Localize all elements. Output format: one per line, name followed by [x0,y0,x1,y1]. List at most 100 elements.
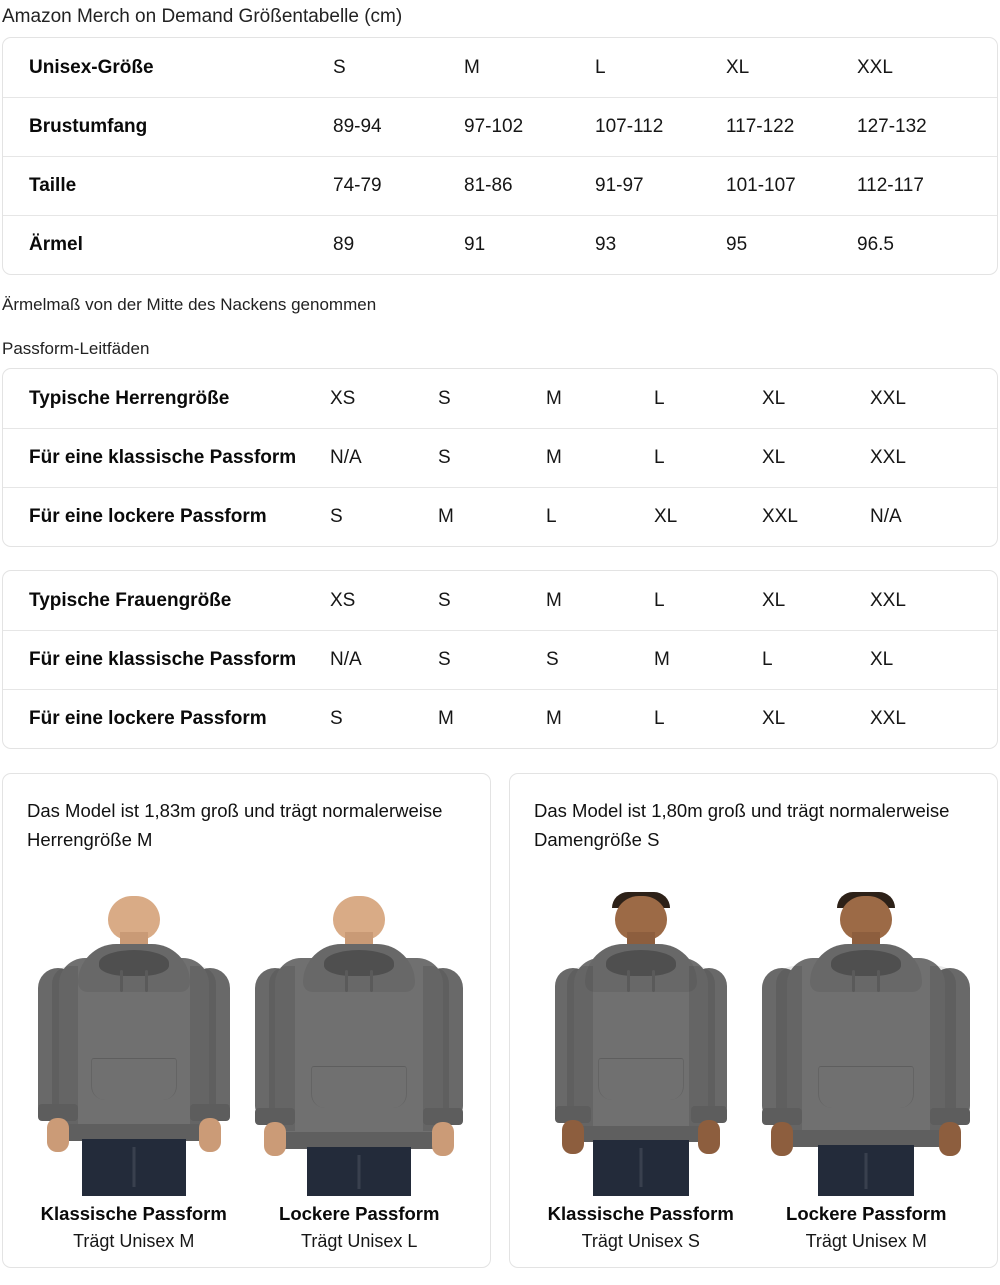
fit-label: Klassische Passform [547,1203,734,1224]
cell: M [546,387,562,409]
figure-column [528,892,754,1196]
cell: XL [654,506,678,527]
fit-label: Lockere Passform [786,1203,947,1224]
female-model-classic-fit-hoodie-image [541,892,741,1196]
jeans [818,1145,915,1196]
cell: L [654,708,665,729]
hand-left [46,1118,69,1152]
kangaroo-pocket [90,1058,177,1100]
row-label: Typische Herrengröße [29,387,230,409]
drawstring-left [852,970,856,992]
cell: 107-112 [595,116,664,137]
caption-column: Klassische Passform Trägt Unisex M [21,1200,247,1255]
drawstring-left [345,970,349,992]
cell: M [654,649,670,670]
cell: 89 [333,234,355,255]
cell: S [438,589,451,611]
fit-label: Lockere Passform [279,1203,440,1224]
hand-left [771,1122,794,1156]
unisex-size-table: Unisex-Größe S M L XL XXL Brustumfang 89… [2,37,998,275]
cell: XS [330,387,356,409]
wears-label: Trägt Unisex S [581,1231,700,1251]
drawstring-right [144,970,148,992]
cell: XL [762,387,786,409]
drawstring-right [877,970,881,992]
cell: S [438,649,451,670]
cell: XXL [762,506,798,527]
wears-label: Trägt Unisex M [805,1231,927,1251]
row-label: Typische Frauengröße [29,589,232,611]
table-row: Für eine klassische Passform N/A S S M L… [3,630,997,689]
caption-column: Lockere Passform Trägt Unisex M [754,1200,980,1255]
figure-column [21,896,247,1196]
cell: 81-86 [464,175,513,196]
model-cards: Das Model ist 1,83m groß und trägt norma… [2,773,998,1268]
drawstring-left [626,970,630,992]
cell: XXL [870,708,906,729]
drawstring-left [119,970,123,992]
table-row: Taille 74-79 81-86 91-97 101-107 112-117 [3,156,997,215]
figure-column [247,896,473,1196]
male-model-classic-fit-hoodie-image [34,896,234,1196]
mens-fit-table: Typische Herrengröße XS S M L XL XXL Für… [2,368,998,547]
cuff-left [554,1106,591,1123]
hem-band [573,1126,708,1142]
jeans-fly [132,1147,136,1187]
cell: 117-122 [726,116,795,137]
cell: M [546,708,562,729]
wears-label: Trägt Unisex M [73,1231,195,1251]
hand-right [939,1122,962,1156]
female-model-heading: Das Model ist 1,80m groß und trägt norma… [534,800,950,850]
cell: M [464,56,480,78]
cell: L [654,447,665,468]
cell: XS [330,589,356,611]
fit-guides-title: Passform-Leitfäden [2,339,150,358]
womens-fit-table: Typische Frauengröße XS S M L XL XXL Für… [2,570,998,749]
row-label: Taille [29,175,77,196]
jeans [592,1140,689,1196]
male-model-figures [21,860,472,1196]
cell: XL [762,589,786,611]
figure-column [754,892,980,1196]
cell: 93 [595,234,617,255]
table-row: Für eine lockere Passform S M M L XL XXL [3,689,997,748]
cell: M [546,589,562,611]
table-row: Unisex-Größe S M L XL XXL [3,38,997,97]
kangaroo-pocket [597,1058,684,1100]
cell: M [438,506,454,527]
cell: N/A [870,506,902,527]
cell: 91-97 [595,175,644,196]
cell: XL [762,447,786,468]
hem-band [275,1132,444,1149]
row-label: Unisex-Größe [29,56,154,78]
jeans-fly [357,1155,361,1190]
cell: 74-79 [333,175,382,196]
table-row: Für eine klassische Passform N/A S M L X… [3,428,997,487]
female-model-loose-fit-hoodie-image [762,892,971,1196]
cell: 95 [726,234,748,255]
male-model-loose-fit-hoodie-image [255,896,464,1196]
hood-opening [98,950,169,976]
cell: S [333,56,346,78]
cell: XXL [870,447,906,468]
jeans-fly [639,1148,643,1188]
cell: M [438,708,454,729]
fit-label: Klassische Passform [40,1203,227,1224]
wears-label: Trägt Unisex L [301,1231,418,1251]
hem-band [58,1124,209,1141]
shading-left [776,966,803,1131]
cell: XL [726,56,750,78]
row-label: Für eine klassische Passform [29,447,297,468]
shading-right [688,966,715,1131]
female-model-card: Das Model ist 1,80m groß und trägt norma… [509,773,998,1268]
cell: L [762,649,773,670]
shading-right [930,966,957,1131]
drawstring-right [370,970,374,992]
drawstring-right [651,970,655,992]
table-row: Typische Frauengröße XS S M L XL XXL [3,571,997,630]
caption-column: Lockere Passform Trägt Unisex L [247,1200,473,1255]
cell: 127-132 [857,116,927,137]
cell: XXL [870,387,906,409]
cell: 101-107 [726,175,796,196]
